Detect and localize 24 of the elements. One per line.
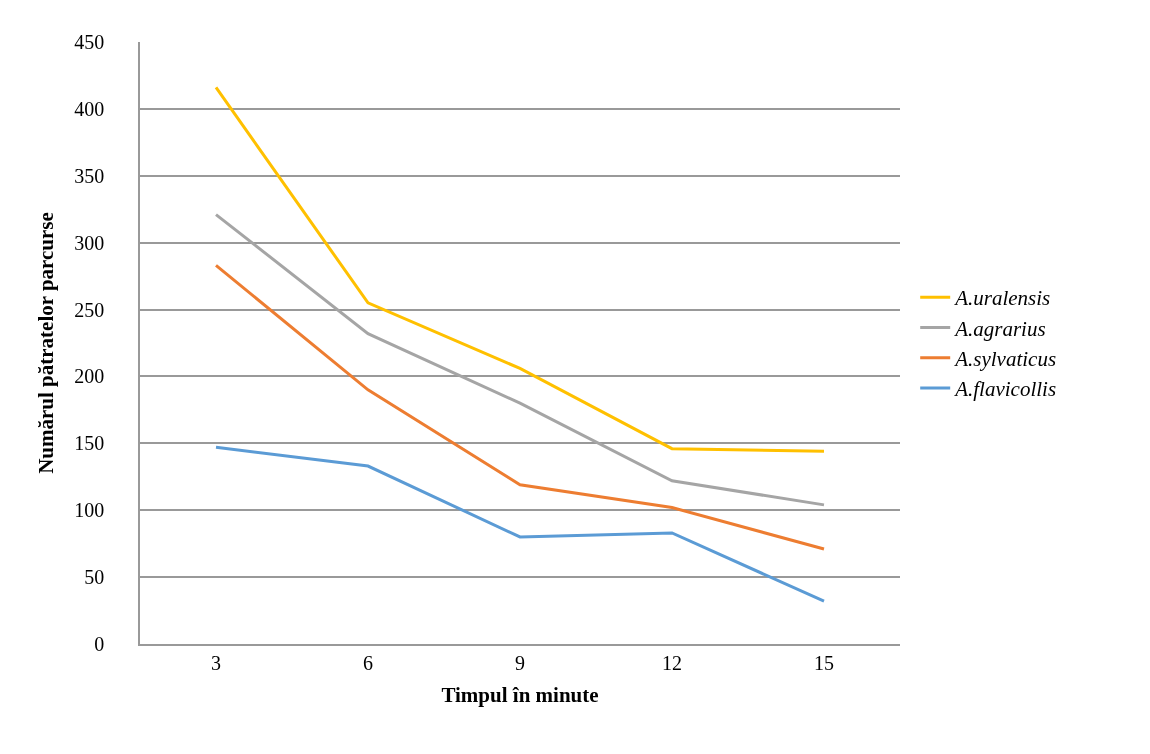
y-tick-label: 50 bbox=[84, 566, 105, 589]
x-tick-label: 12 bbox=[662, 651, 682, 674]
y-tick-label: 250 bbox=[74, 298, 105, 321]
y-axis-title: Numărul pătratelor parcurse bbox=[33, 212, 58, 474]
x-tick-label: 15 bbox=[814, 651, 834, 674]
legend-label: A.sylvaticus bbox=[953, 346, 1057, 371]
x-axis-title: Timpul în minute bbox=[441, 683, 599, 708]
y-tick-label: 0 bbox=[94, 633, 105, 655]
line-series bbox=[214, 263, 826, 551]
y-tick-label: 200 bbox=[74, 365, 105, 388]
x-tick-label: 6 bbox=[363, 651, 373, 674]
line-series bbox=[214, 85, 826, 453]
legend-label: A.flavicollis bbox=[953, 377, 1057, 402]
legend-label: A.agrarius bbox=[953, 316, 1046, 341]
x-tick-label: 9 bbox=[515, 651, 525, 674]
y-tick-label: 450 bbox=[74, 31, 105, 53]
x-tick-label: 3 bbox=[211, 651, 221, 674]
y-tick-label: 150 bbox=[74, 432, 105, 455]
y-tick-label: 300 bbox=[74, 231, 105, 254]
line-series bbox=[214, 445, 826, 603]
y-tick-label: 350 bbox=[74, 164, 105, 187]
y-tick-label: 400 bbox=[74, 97, 105, 120]
legend-label: A.uralensis bbox=[953, 286, 1051, 311]
y-tick-label: 100 bbox=[74, 499, 105, 522]
